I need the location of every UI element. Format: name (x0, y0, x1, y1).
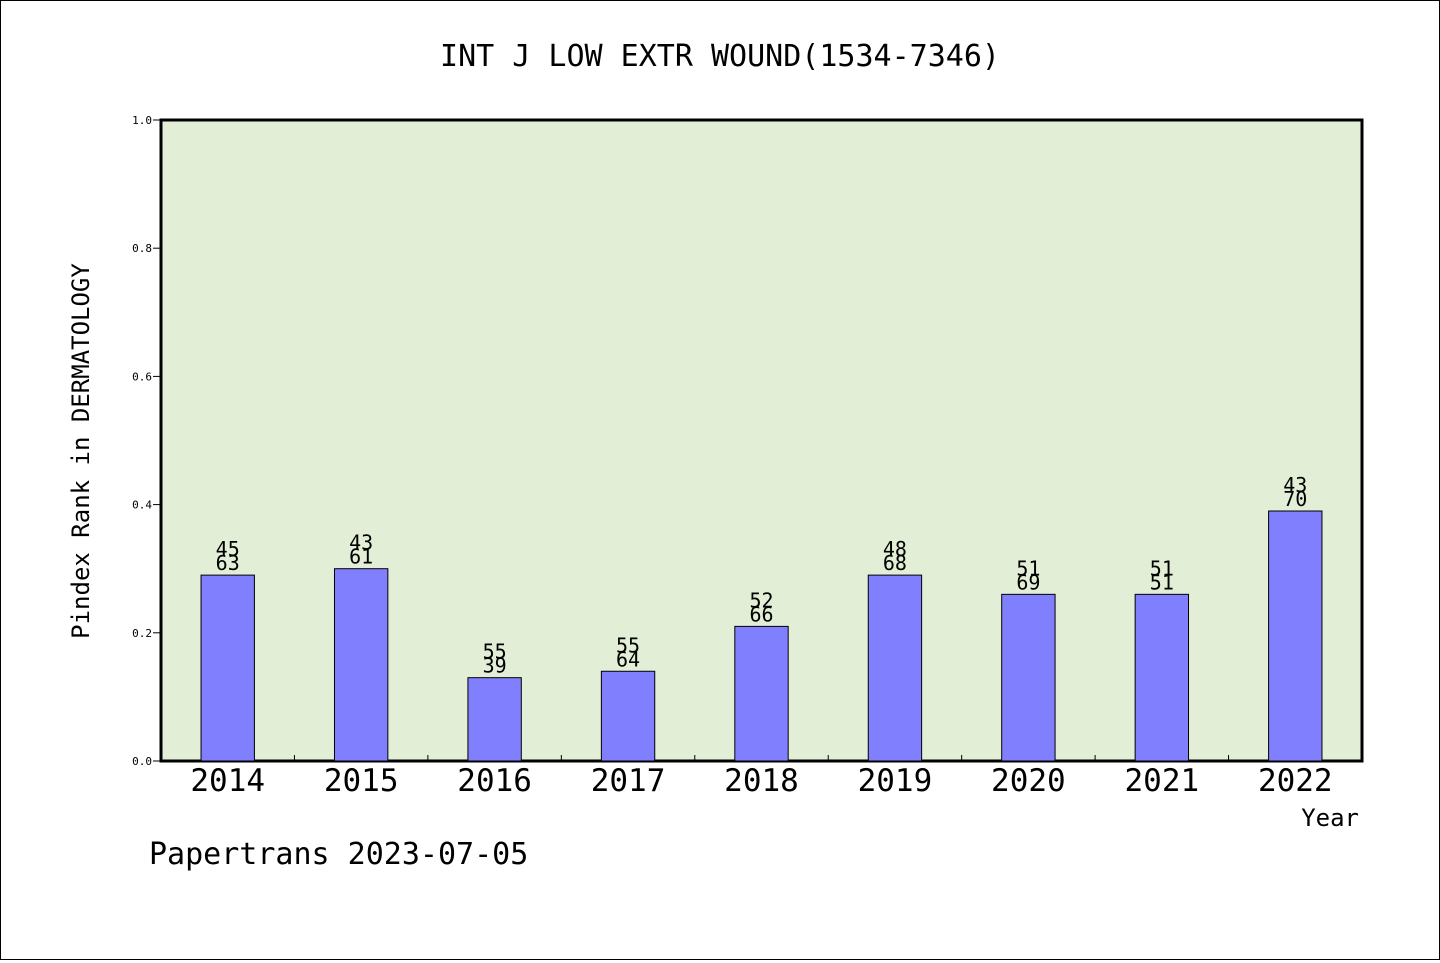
bar-label-bottom: 61 (349, 545, 373, 569)
y-axis-title: Pindex Rank in DERMATOLOGY (67, 263, 95, 639)
bar-label-top: 55 (616, 633, 640, 657)
y-tick-label: 0.2 (132, 627, 152, 640)
x-tick-label: 2016 (457, 763, 532, 799)
x-axis-title: Year (1301, 804, 1359, 832)
bar-label-top: 48 (883, 537, 907, 561)
bar-label-bottom: 64 (616, 647, 640, 671)
bar-2018 (734, 625, 789, 762)
y-tick-label: 0.4 (132, 499, 152, 512)
y-tick-label: 1.0 (132, 114, 152, 127)
bar-2022 (1268, 510, 1323, 762)
bar-2015 (333, 568, 389, 762)
x-tick-label: 2022 (1258, 763, 1333, 799)
x-tick-label: 2015 (324, 763, 399, 799)
bar-2014 (200, 574, 255, 762)
bar-label-bottom: 68 (883, 551, 907, 575)
bars (200, 510, 1323, 762)
x-tick-label: 2019 (858, 763, 933, 799)
bar-label-bottom: 51 (1150, 570, 1174, 594)
y-axis: 0.0 0.2 0.4 0.6 0.8 1.0 (132, 114, 161, 768)
x-tick-label: 2014 (190, 763, 265, 799)
bar-label-top: 43 (1283, 473, 1307, 497)
bar-label-bottom: 66 (749, 602, 773, 626)
x-tick-label: 2020 (991, 763, 1066, 799)
bar-label-top: 45 (216, 537, 240, 561)
y-tick-label: 0.6 (132, 370, 152, 383)
bar-2020 (1001, 593, 1056, 762)
x-tick-label: 2017 (591, 763, 666, 799)
bar-2017 (600, 670, 656, 762)
bar-label-bottom: 39 (483, 654, 507, 678)
x-tick-label: 2018 (724, 763, 799, 799)
x-tick-label: 2021 (1125, 763, 1200, 799)
bar-label-top: 55 (483, 640, 507, 664)
chart-title: INT J LOW EXTR WOUND(1534-7346) (440, 39, 1000, 74)
bar-label-top: 51 (1150, 556, 1174, 580)
bar-label-bottom: 63 (216, 551, 240, 575)
bar-2019 (867, 574, 923, 762)
bar-label-bottom: 69 (1016, 570, 1040, 594)
bar-label-bottom: 70 (1283, 487, 1307, 511)
bar-label-top: 51 (1016, 556, 1040, 580)
x-axis: 2014 2015 2016 2017 2018 2019 2020 2021 2022 (190, 755, 1333, 799)
bar-label-top: 52 (749, 588, 773, 612)
y-tick-label: 0.0 (132, 755, 152, 768)
bar-label-top: 43 (349, 531, 373, 555)
y-tick-label: 0.8 (132, 242, 152, 255)
credit-text: Papertrans 2023-07-05 (149, 837, 528, 872)
bar-2021 (1134, 593, 1190, 762)
bar-2016 (467, 677, 522, 762)
